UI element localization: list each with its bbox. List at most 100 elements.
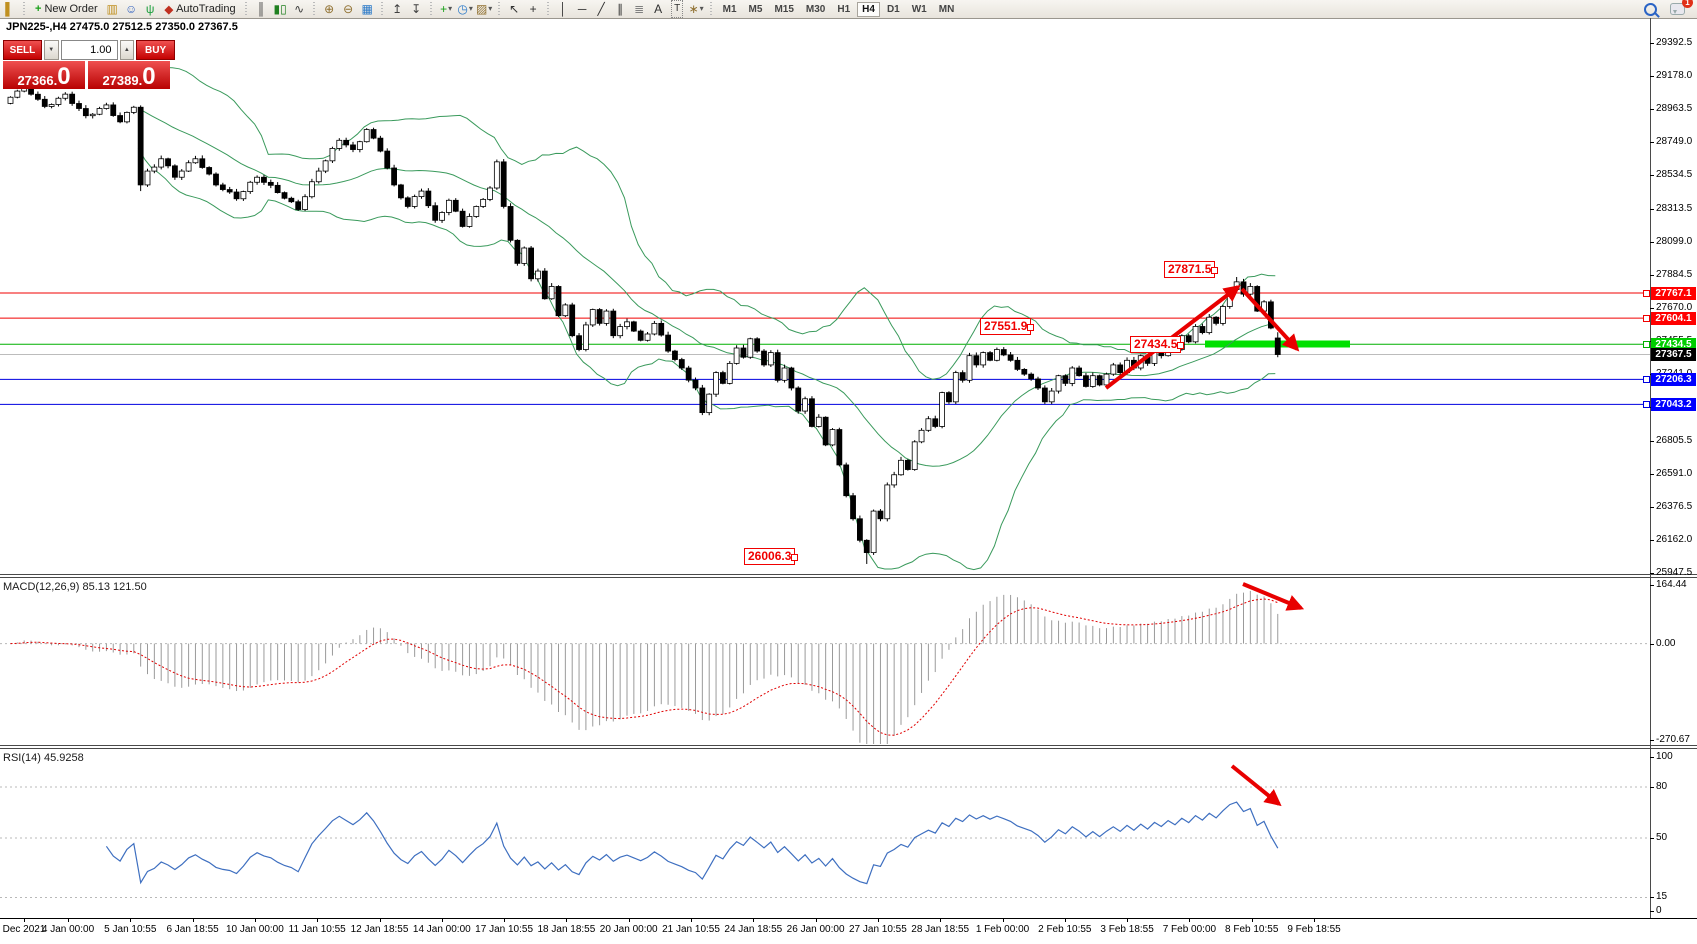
- equidistant-channel-icon-glyph: ∥: [617, 2, 624, 16]
- chat-icon[interactable]: 1: [1668, 0, 1693, 17]
- crosshair-icon[interactable]: +: [524, 1, 543, 17]
- price-label-annotation[interactable]: 26006.3: [744, 548, 799, 565]
- volume-decrease-button[interactable]: ▼: [43, 40, 59, 60]
- new-order-button-label: New Order: [44, 3, 98, 15]
- toolbar-separator: [311, 2, 317, 16]
- text-label-icon-glyph: T: [671, 0, 684, 18]
- equidistant-channel-icon[interactable]: ∥: [611, 1, 630, 17]
- timeframe-button-mn[interactable]: MN: [938, 3, 955, 15]
- toolbar-separator: [243, 2, 249, 16]
- one-click-trading-widget: SELL ▼ ▲ BUY 27366.0 27389.0: [3, 40, 175, 89]
- sell-price-int: 27366.: [17, 73, 58, 88]
- horizontal-line-icon[interactable]: ─: [573, 1, 592, 17]
- arrows-icon[interactable]: ∗ ▾: [687, 1, 706, 17]
- timeframe-button-m30[interactable]: M30: [805, 3, 826, 15]
- subwindow-down-icon-glyph: ↧: [411, 2, 422, 16]
- fibonacci-icon[interactable]: ≣: [630, 1, 649, 17]
- indicators-icon-glyph: +: [440, 2, 448, 16]
- autotrading-button-label: AutoTrading: [176, 3, 236, 15]
- crosshair-icon-glyph: +: [529, 2, 537, 16]
- trendline-icon[interactable]: ╱: [592, 1, 611, 17]
- timeframe-button-m5[interactable]: M5: [748, 3, 763, 15]
- price-chart-canvas[interactable]: [0, 18, 1697, 944]
- timeframe-button-h1[interactable]: H1: [837, 3, 851, 15]
- dropdown-caret-icon[interactable]: ▾: [448, 4, 453, 13]
- volume-input[interactable]: [60, 40, 118, 60]
- panel-separator[interactable]: [0, 745, 1697, 749]
- buy-price-display[interactable]: 27389. 0: [88, 61, 170, 89]
- notification-badge: 1: [1682, 0, 1693, 8]
- subwindow-down-icon[interactable]: ↧: [407, 1, 426, 17]
- panel-separator[interactable]: [0, 574, 1697, 578]
- text-icon[interactable]: A: [649, 1, 668, 17]
- price-label-annotation[interactable]: 27551.9: [980, 318, 1035, 335]
- new-order-button[interactable]: + New Order: [30, 1, 103, 17]
- price-label-annotation[interactable]: 27434.5: [1130, 336, 1185, 353]
- line-chart-icon[interactable]: ∿: [290, 1, 309, 17]
- candlestick-chart-icon[interactable]: ▮▯: [271, 1, 290, 17]
- toolbar-separator: [496, 2, 502, 16]
- zoom-in-icon-glyph: ⊕: [324, 2, 335, 16]
- line-chart-icon-glyph: ∿: [294, 2, 305, 16]
- timeframe-button-m1[interactable]: M1: [722, 3, 737, 15]
- price-axis-frame: [1650, 18, 1651, 918]
- timeframe-button-w1[interactable]: W1: [911, 3, 927, 15]
- trendline-icon-glyph: ╱: [597, 2, 605, 16]
- subwindow-up-icon-glyph: ↥: [392, 2, 403, 16]
- magnifier-glyph: [1644, 2, 1657, 16]
- bars-chart-icon-glyph: ║: [256, 2, 266, 16]
- clipped-history-icon-glyph: ▌: [5, 2, 14, 16]
- vertical-line-icon-glyph: │: [559, 2, 567, 16]
- symbol-header: JPN225-,H4 27475.0 27512.5 27350.0 27367…: [6, 21, 238, 33]
- subwindow-up-icon[interactable]: ↥: [388, 1, 407, 17]
- toolbar-separator: [22, 2, 27, 16]
- price-label-annotation[interactable]: 27871.5: [1164, 261, 1219, 278]
- sell-price-display[interactable]: 27366. 0: [3, 61, 85, 89]
- text-icon-glyph: A: [654, 2, 663, 16]
- timeframe-button-h4[interactable]: H4: [857, 1, 880, 17]
- new-order-icon: +: [35, 3, 42, 15]
- profile-icon-glyph: ☺: [124, 2, 138, 16]
- chart-window-icon-glyph: ▥: [106, 2, 118, 16]
- sell-price-pips: 0: [57, 63, 71, 90]
- periods-icon[interactable]: ◷ ▾: [456, 1, 475, 17]
- chat-bubble-glyph: [1670, 3, 1685, 15]
- arrows-icon-glyph: ∗: [688, 2, 699, 16]
- zoom-in-icon[interactable]: ⊕: [320, 1, 339, 17]
- buy-button[interactable]: BUY: [136, 40, 175, 60]
- volume-increase-button[interactable]: ▲: [119, 40, 135, 60]
- chart-window-icon[interactable]: ▥: [103, 1, 122, 17]
- dropdown-caret-icon[interactable]: ▾: [488, 4, 493, 13]
- search-icon[interactable]: [1641, 1, 1660, 17]
- rsi-indicator-label: RSI(14) 45.9258: [3, 752, 84, 764]
- timeframe-button-m15[interactable]: M15: [774, 3, 794, 15]
- indicators-icon[interactable]: + ▾: [437, 1, 456, 17]
- toolbar-separator: [545, 2, 551, 16]
- profile-icon[interactable]: ☺: [122, 1, 141, 17]
- sell-button[interactable]: SELL: [3, 40, 42, 60]
- cursor-icon[interactable]: ↖: [505, 1, 524, 17]
- bars-chart-icon[interactable]: ║: [252, 1, 271, 17]
- timeframe-button-d1[interactable]: D1: [886, 3, 900, 15]
- templates-icon-glyph: ▨: [475, 2, 488, 16]
- dropdown-caret-icon[interactable]: ▾: [468, 4, 473, 13]
- toolbar-separator: [428, 2, 434, 16]
- vertical-line-icon[interactable]: │: [554, 1, 573, 17]
- candlestick-chart-icon-glyph: ▮▯: [273, 2, 287, 16]
- text-label-icon[interactable]: T: [668, 0, 687, 18]
- clipped-history-icon[interactable]: ▌: [0, 1, 19, 17]
- templates-icon[interactable]: ▨ ▾: [475, 1, 494, 17]
- tile-windows-icon[interactable]: ▦: [358, 1, 377, 17]
- signals-icon[interactable]: ψ: [141, 1, 160, 17]
- buy-price-pips: 0: [142, 63, 156, 90]
- autotrading-button[interactable]: ◆ AutoTrading: [160, 1, 241, 17]
- macd-indicator-label: MACD(12,26,9) 85.13 121.50: [3, 581, 147, 593]
- dropdown-caret-icon[interactable]: ▾: [699, 4, 704, 13]
- periods-icon-glyph: ◷: [457, 2, 468, 16]
- cursor-icon-glyph: ↖: [509, 2, 520, 16]
- tile-windows-icon-glyph: ▦: [361, 2, 373, 16]
- buy-price-int: 27389.: [102, 73, 143, 88]
- zoom-out-icon[interactable]: ⊖: [339, 1, 358, 17]
- autotrading-icon: ◆: [164, 3, 174, 16]
